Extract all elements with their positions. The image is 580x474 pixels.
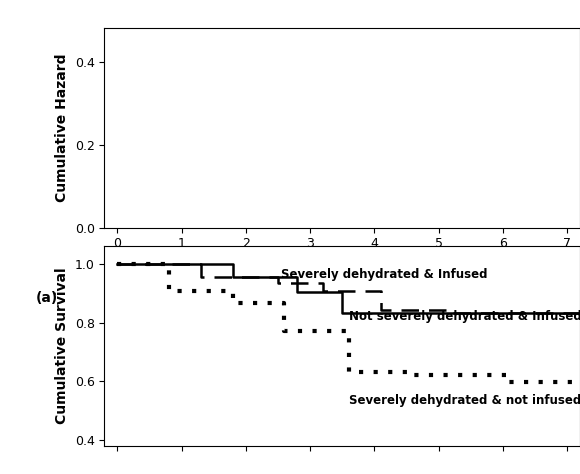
Text: (a): (a) [36, 291, 59, 305]
Text: Not severely dehydrated & Infused: Not severely dehydrated & Infused [349, 310, 580, 323]
Y-axis label: Cumulative Hazard: Cumulative Hazard [55, 54, 69, 202]
Text: Severely dehydrated & Infused: Severely dehydrated & Infused [281, 268, 488, 282]
Text: Severely dehydrated & not infused: Severely dehydrated & not infused [349, 394, 580, 407]
X-axis label: Time (Days): Time (Days) [295, 259, 389, 273]
Y-axis label: Cumulative Survival: Cumulative Survival [55, 268, 69, 424]
